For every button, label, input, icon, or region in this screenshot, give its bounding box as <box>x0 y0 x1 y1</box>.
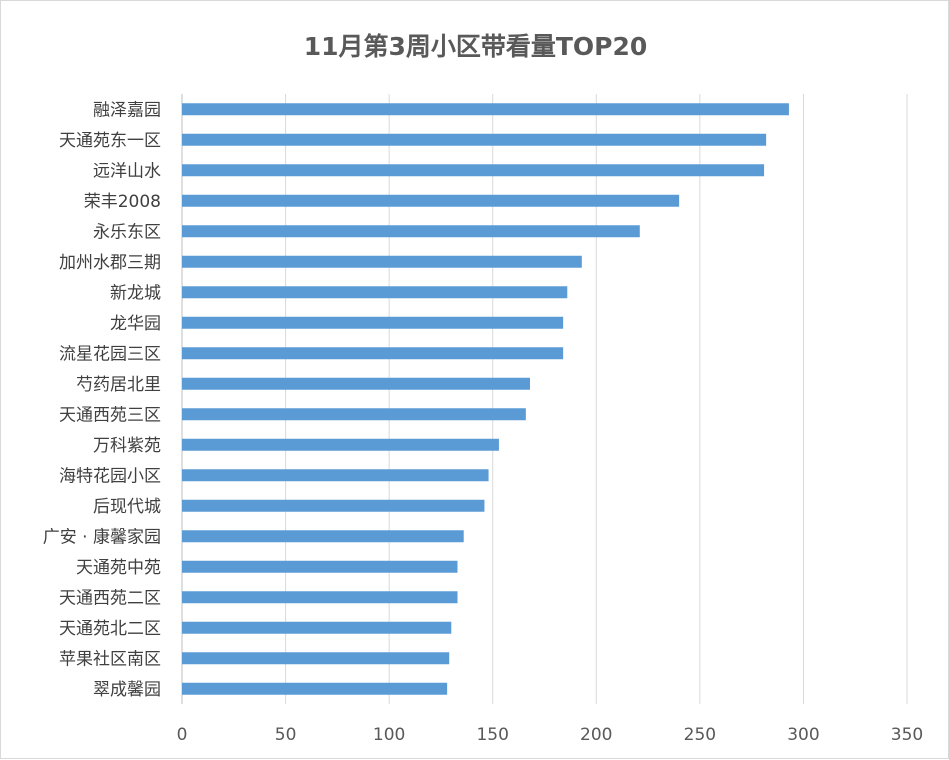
category-label: 天通苑北二区 <box>59 619 161 639</box>
category-label: 海特花园小区 <box>59 466 161 486</box>
bar <box>182 225 640 238</box>
category-label: 加州水郡三期 <box>59 253 161 273</box>
category-label: 荣丰2008 <box>84 192 161 212</box>
category-label: 万科紫苑 <box>93 436 161 456</box>
bar <box>182 103 789 116</box>
bar <box>182 316 564 329</box>
x-tick-label: 0 <box>177 725 188 745</box>
bar <box>182 133 767 146</box>
bar <box>182 560 458 573</box>
bar <box>182 164 765 177</box>
x-tick-label: 200 <box>580 725 612 745</box>
x-tick-label: 50 <box>275 725 297 745</box>
category-label: 天通苑东一区 <box>59 131 161 151</box>
bar <box>182 682 448 695</box>
bar <box>182 347 564 360</box>
category-label: 苹果社区南区 <box>59 649 161 669</box>
bar <box>182 469 489 482</box>
x-tick-label: 150 <box>476 725 508 745</box>
category-label: 融泽嘉园 <box>93 100 161 120</box>
x-tick-label: 350 <box>891 725 923 745</box>
x-tick-label: 300 <box>787 725 819 745</box>
bar <box>182 652 450 665</box>
bar <box>182 438 499 451</box>
category-label: 天通苑中苑 <box>76 558 161 578</box>
x-tick-label: 100 <box>373 725 405 745</box>
bar <box>182 621 452 634</box>
bar <box>182 530 464 543</box>
category-label: 远洋山水 <box>93 161 161 181</box>
bar <box>182 286 568 299</box>
x-tick-label: 250 <box>684 725 716 745</box>
bar <box>182 591 458 604</box>
bar <box>182 408 526 421</box>
category-label: 天通西苑三区 <box>59 405 161 425</box>
category-label: 龙华园 <box>110 314 161 334</box>
chart-title: 11月第3周小区带看量TOP20 <box>303 32 648 61</box>
category-label: 新龙城 <box>110 283 161 303</box>
category-label: 永乐东区 <box>93 222 161 242</box>
bar <box>182 377 530 390</box>
category-label: 翠成馨园 <box>93 680 161 700</box>
bar <box>182 255 582 268</box>
category-label: 流星花园三区 <box>59 344 161 364</box>
category-label: 后现代城 <box>93 497 161 517</box>
category-label: 广安 · 康馨家园 <box>43 527 161 547</box>
bar <box>182 194 680 207</box>
category-label: 天通西苑二区 <box>59 588 161 608</box>
bar <box>182 499 485 512</box>
category-label: 芍药居北里 <box>76 375 161 395</box>
